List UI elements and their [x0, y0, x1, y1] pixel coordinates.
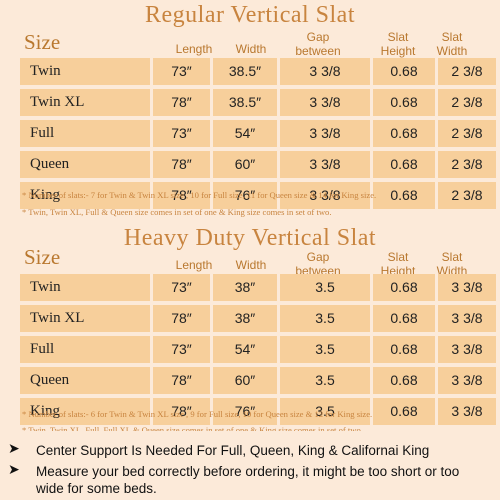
- cell-slat-width: 2 3/8: [438, 151, 496, 178]
- cell-height: 0.68: [373, 89, 435, 116]
- cell-slat-width: 2 3/8: [438, 120, 496, 147]
- cell-height: 0.68: [373, 120, 435, 147]
- cell-gap: 3.5: [280, 274, 370, 301]
- cell-gap: 3.5: [280, 336, 370, 363]
- center-support-note: Center Support Is Needed For Full, Queen…: [36, 443, 430, 458]
- cell-slat-width: 3 3/8: [438, 336, 496, 363]
- regular-note-set: * Twin, Twin XL, Full & Queen size comes…: [22, 207, 332, 217]
- regular-note-slat-count: * Number of slats:- 7 for Twin & Twin XL…: [22, 190, 377, 200]
- table-row: Twin XL 78″ 38.5″ 3 3/8 0.68 2 3/8: [20, 89, 496, 116]
- cell-length: 78″: [153, 367, 210, 394]
- cell-width: 54″: [213, 336, 277, 363]
- cell-length: 73″: [153, 120, 210, 147]
- bottom-notes: ➤ Center Support Is Needed For Full, Que…: [0, 431, 500, 500]
- cell-length: 78″: [153, 305, 210, 332]
- cell-size: Full: [20, 120, 150, 147]
- cell-slat-width: 2 3/8: [438, 182, 496, 209]
- length-header: Length: [175, 42, 213, 56]
- width-header: Width: [235, 42, 267, 56]
- cell-size: King: [20, 398, 150, 425]
- cell-width: 60″: [213, 151, 277, 178]
- table-row: Twin XL 78″ 38″ 3.5 0.68 3 3/8: [20, 305, 496, 332]
- cell-height: 0.68: [373, 274, 435, 301]
- cell-length: 78″: [153, 151, 210, 178]
- cell-gap: 3 3/8: [280, 89, 370, 116]
- table-row: Twin 73″ 38.5″ 3 3/8 0.68 2 3/8: [20, 58, 496, 85]
- size-header: Size: [24, 30, 61, 54]
- cell-width: 76″: [213, 398, 277, 425]
- cell-height: 0.68: [373, 182, 435, 209]
- cell-slat-width: 3 3/8: [438, 367, 496, 394]
- cell-gap: 3.5: [280, 398, 370, 425]
- cell-size: Queen: [20, 151, 150, 178]
- heavy-note-slat-count: * Number of slats:- 6 for Twin & Twin XL…: [22, 409, 373, 419]
- cell-width: 54″: [213, 120, 277, 147]
- arrow-bullet-icon: ➤: [8, 462, 20, 478]
- table-row: Full 73″ 54″ 3 3/8 0.68 2 3/8: [20, 120, 496, 147]
- table-row: Full 73″ 54″ 3.5 0.68 3 3/8: [20, 336, 496, 363]
- cell-gap: 3 3/8: [280, 58, 370, 85]
- cell-length: 73″: [153, 274, 210, 301]
- table-row: King 78″ 76″ 3.5 0.68 3 3/8: [20, 398, 496, 425]
- slat-width-header: Slat Width: [436, 30, 468, 58]
- table-row: Twin 73″ 38″ 3.5 0.68 3 3/8: [20, 274, 496, 301]
- cell-length: 78″: [153, 398, 210, 425]
- cell-size: King: [20, 182, 150, 209]
- cell-width: 60″: [213, 367, 277, 394]
- cell-width: 76″: [213, 182, 277, 209]
- cell-size: Full: [20, 336, 150, 363]
- cell-gap: 3.5: [280, 305, 370, 332]
- cell-width: 38″: [213, 274, 277, 301]
- cell-size: Twin XL: [20, 89, 150, 116]
- regular-section-title: Regular Vertical Slat: [145, 2, 355, 28]
- cell-size: Twin: [20, 58, 150, 85]
- cell-height: 0.68: [373, 151, 435, 178]
- cell-height: 0.68: [373, 398, 435, 425]
- cell-height: 0.68: [373, 367, 435, 394]
- cell-slat-width: 2 3/8: [438, 58, 496, 85]
- cell-height: 0.68: [373, 58, 435, 85]
- cell-size: Twin XL: [20, 305, 150, 332]
- length-header: Length: [175, 258, 213, 272]
- cell-size: Queen: [20, 367, 150, 394]
- cell-slat-width: 3 3/8: [438, 274, 496, 301]
- width-header: Width: [235, 258, 267, 272]
- cell-height: 0.68: [373, 305, 435, 332]
- cell-gap: 3 3/8: [280, 151, 370, 178]
- cell-slat-width: 2 3/8: [438, 89, 496, 116]
- table-row: Queen 78″ 60″ 3.5 0.68 3 3/8: [20, 367, 496, 394]
- cell-width: 38″: [213, 305, 277, 332]
- heavy-note-set: * Twin, Twin XL, Full, Full XL & Queen s…: [22, 425, 363, 435]
- cell-gap: 3 3/8: [280, 120, 370, 147]
- cell-gap: 3.5: [280, 367, 370, 394]
- cell-size: Twin: [20, 274, 150, 301]
- cell-slat-width: 3 3/8: [438, 305, 496, 332]
- size-header: Size: [24, 245, 61, 269]
- measure-bed-note: Measure your bed correctly before orderi…: [36, 464, 460, 496]
- cell-length: 73″: [153, 336, 210, 363]
- cell-length: 73″: [153, 58, 210, 85]
- cell-width: 38.5″: [213, 89, 277, 116]
- cell-length: 78″: [153, 89, 210, 116]
- table-row: Queen 78″ 60″ 3 3/8 0.68 2 3/8: [20, 151, 496, 178]
- cell-length: 78″: [153, 182, 210, 209]
- table-row: King 78″ 76″ 3 3/8 0.68 2 3/8: [20, 182, 496, 209]
- arrow-bullet-icon: ➤: [8, 441, 20, 457]
- cell-slat-width: 3 3/8: [438, 398, 496, 425]
- heavy-section-title: Heavy Duty Vertical Slat: [123, 225, 377, 251]
- slat-height-header: Slat Height: [380, 30, 416, 58]
- cell-width: 38.5″: [213, 58, 277, 85]
- cell-height: 0.68: [373, 336, 435, 363]
- cell-gap: 3 3/8: [280, 182, 370, 209]
